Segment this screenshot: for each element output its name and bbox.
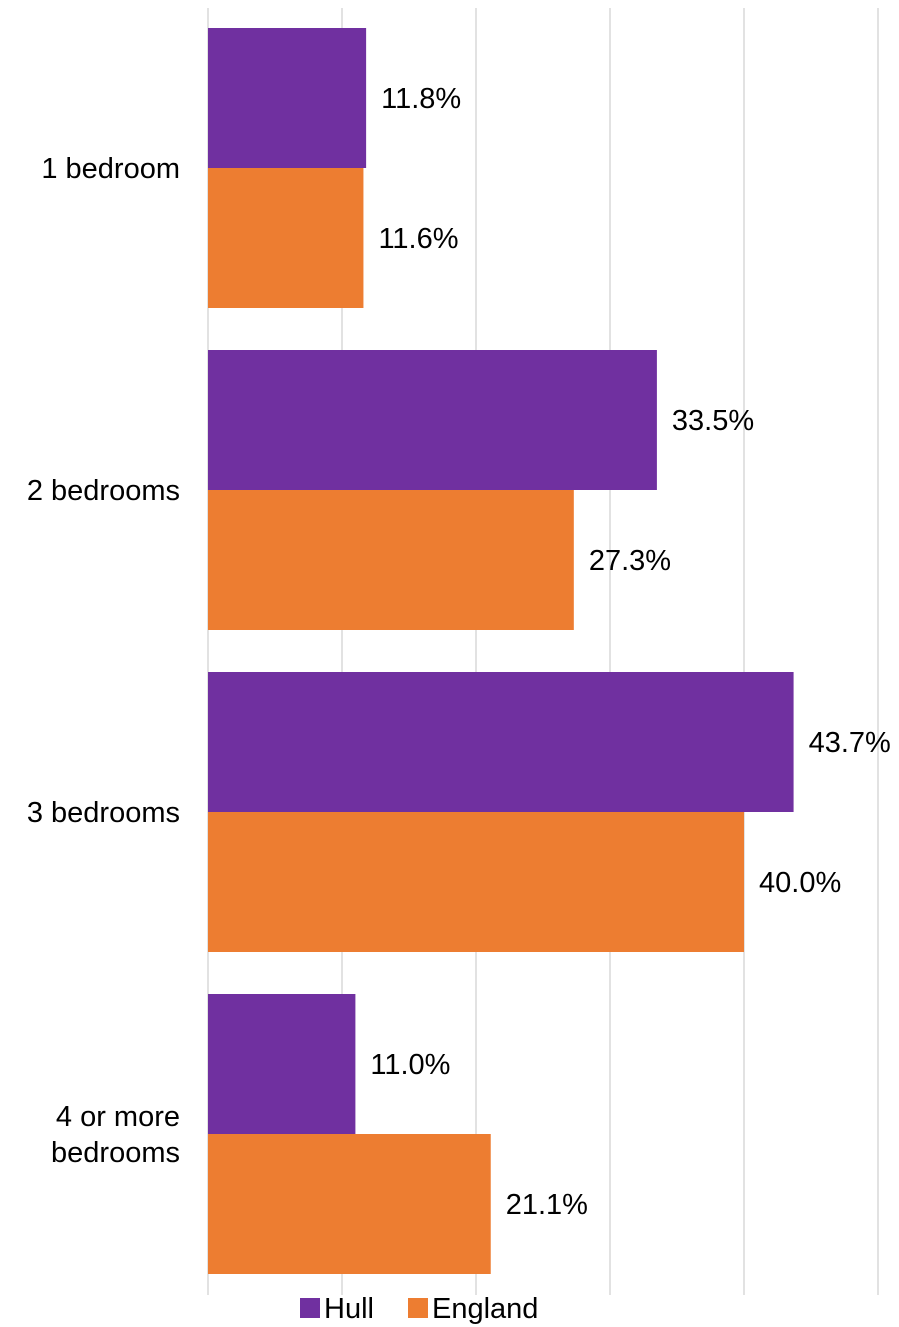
data-label-england-0: 11.6% bbox=[378, 223, 458, 255]
category-label: bedrooms bbox=[51, 1137, 180, 1169]
bar-england-0 bbox=[208, 168, 364, 308]
bars bbox=[208, 28, 794, 1274]
bar-hull-3 bbox=[208, 994, 356, 1134]
bar-hull-2 bbox=[208, 672, 794, 812]
data-label-hull-3: 11.0% bbox=[370, 1049, 450, 1081]
category-label: 1 bedroom bbox=[41, 153, 180, 185]
category-label: 3 bedrooms bbox=[27, 797, 180, 829]
legend-swatch-england bbox=[408, 1298, 428, 1318]
data-label-england-2: 40.0% bbox=[759, 867, 841, 899]
category-label: 2 bedrooms bbox=[27, 475, 180, 507]
data-label-england-1: 27.3% bbox=[589, 545, 671, 577]
legend-label-hull: Hull bbox=[324, 1293, 374, 1325]
bar-england-3 bbox=[208, 1134, 491, 1274]
bar-england-1 bbox=[208, 490, 574, 630]
data-label-hull-1: 33.5% bbox=[672, 405, 754, 437]
legend: Hull England bbox=[300, 1293, 538, 1325]
data-label-england-3: 21.1% bbox=[506, 1189, 588, 1221]
category-label: 4 or more bbox=[56, 1101, 180, 1133]
legend-label-england: England bbox=[432, 1293, 538, 1325]
category-labels: 1 bedroom 2 bedrooms 3 bedrooms 4 or more be… bbox=[27, 153, 180, 1169]
data-label-hull-0: 11.8% bbox=[381, 83, 461, 115]
bar-hull-0 bbox=[208, 28, 367, 168]
data-labels: 11.8% 11.6% 33.5% 27.3% 43.7% 40.0% 11.0% 21.1% bbox=[370, 83, 890, 1221]
legend-swatch-hull bbox=[300, 1298, 320, 1318]
data-label-hull-2: 43.7% bbox=[809, 727, 891, 759]
bar-england-2 bbox=[208, 812, 744, 952]
bar-hull-1 bbox=[208, 350, 657, 490]
